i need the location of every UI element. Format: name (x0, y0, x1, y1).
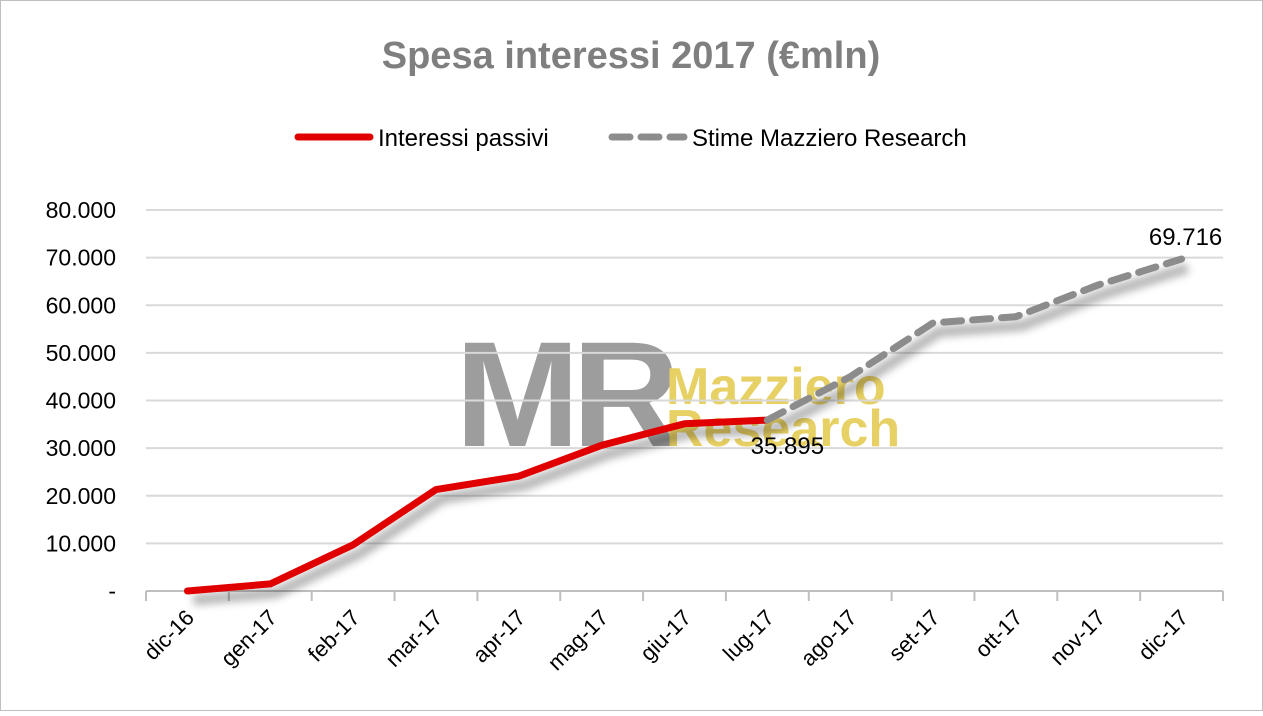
y-tick-label-0: - (108, 578, 116, 604)
watermark-logo: MR Mazziero Research (455, 310, 900, 478)
series-shadow-0 (192, 423, 774, 606)
y-tick-label-4: 40.000 (46, 388, 116, 414)
chart-title: Spesa interessi 2017 (€mln) (382, 35, 880, 77)
y-tick-label-6: 60.000 (46, 292, 116, 318)
series-shadow-1 (770, 262, 1190, 434)
data-label-lug-17: 35.895 (751, 433, 824, 460)
gridlines (146, 209, 1223, 545)
watermark-letters: MR (455, 310, 678, 478)
y-tick-label-3: 30.000 (46, 435, 116, 461)
y-tick-label-5: 50.000 (46, 340, 116, 366)
legend-label-interessi-passivi: Interessi passivi (378, 125, 549, 152)
y-tick-label-8: 80.000 (46, 197, 116, 223)
series-line-stime-mazziero-research (763, 255, 1186, 424)
series-layer (183, 255, 1190, 606)
series-line-interessi-passivi (183, 416, 771, 595)
legend-label-stime: Stime Mazziero Research (692, 125, 967, 152)
data-labels: 35.895 69.716 (751, 224, 1223, 460)
legend: Interessi passivi Stime Mazziero Researc… (294, 125, 967, 152)
y-tick-label-7: 70.000 (46, 245, 116, 271)
y-tick-label-1: 10.000 (46, 530, 116, 556)
data-label-dic-17: 69.716 (1149, 224, 1222, 251)
y-axis: - 10.000 20.000 30.000 40.000 50.000 60.000 70.… (46, 197, 116, 604)
y-tick-label-2: 20.000 (46, 483, 116, 509)
